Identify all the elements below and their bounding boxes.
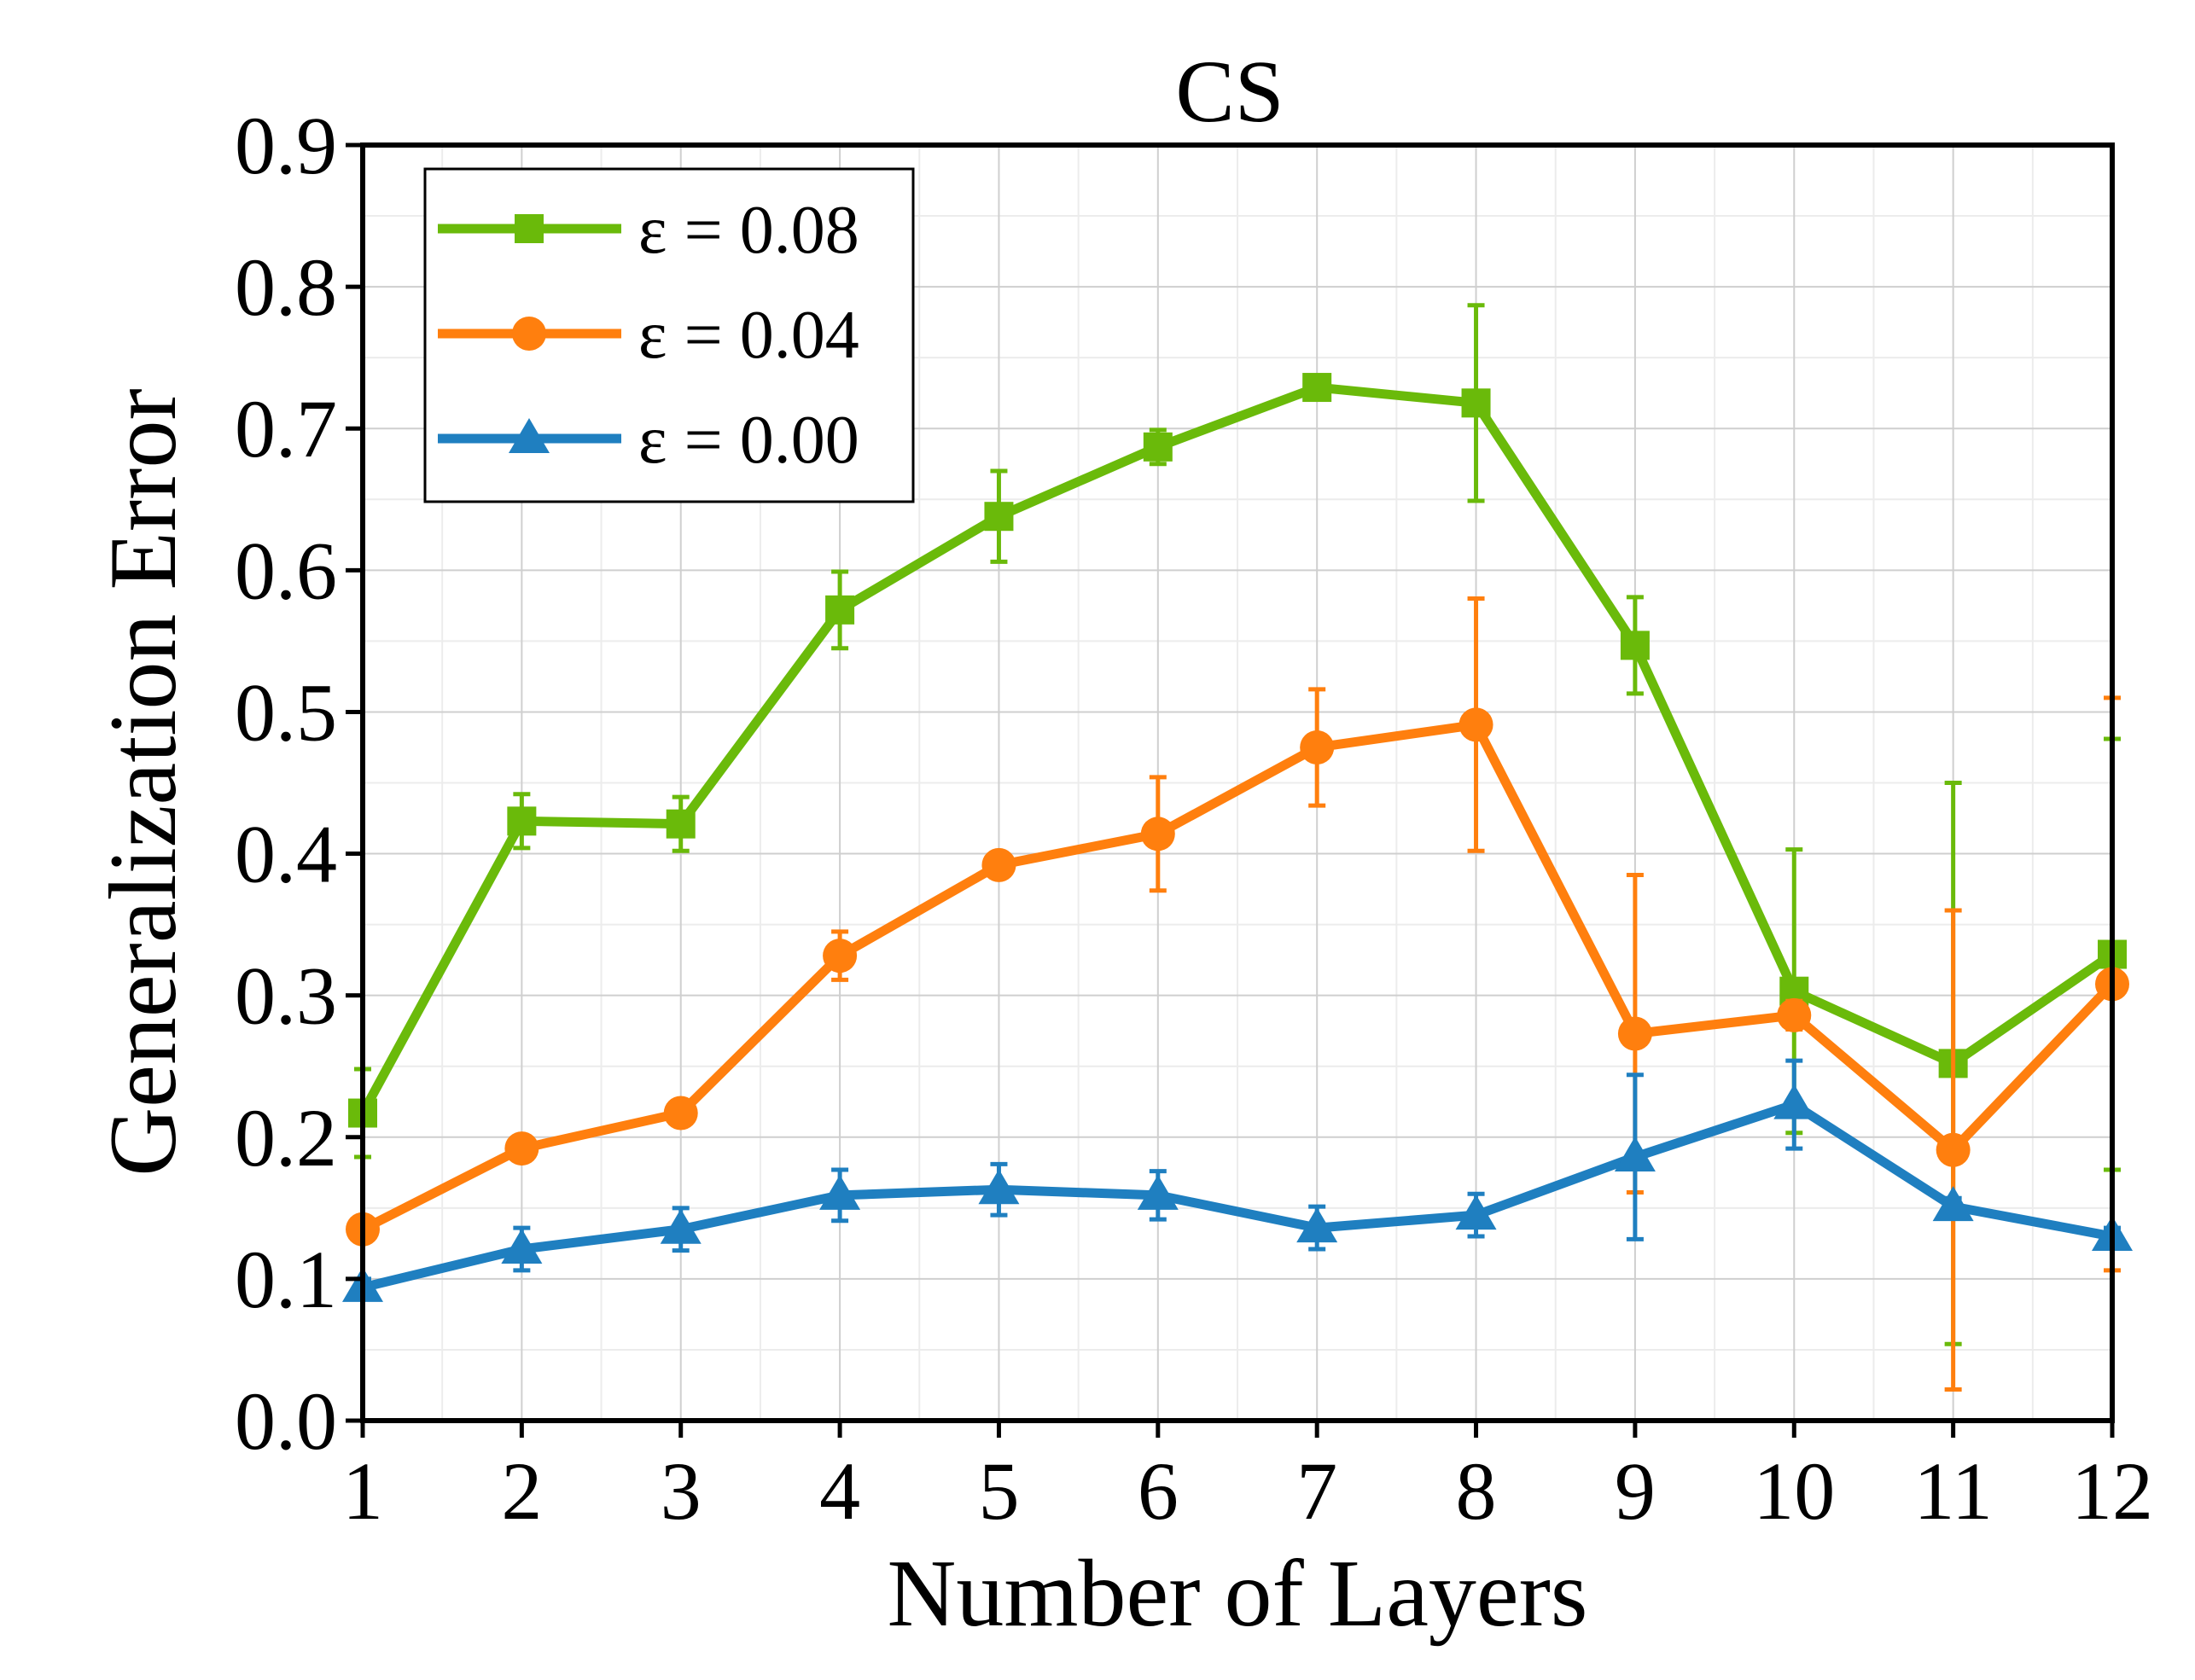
data-point bbox=[660, 1208, 702, 1244]
data-point bbox=[1458, 707, 1493, 742]
x-tick-label: 7 bbox=[1296, 1445, 1337, 1537]
y-tick-label: 0.5 bbox=[235, 666, 337, 758]
x-tick-label: 3 bbox=[661, 1445, 702, 1537]
data-point bbox=[1137, 1174, 1179, 1210]
x-tick-label: 9 bbox=[1615, 1445, 1656, 1537]
data-point bbox=[504, 1131, 539, 1166]
legend: ε = 0.08 ε = 0.04 ε = 0.00 bbox=[423, 167, 915, 503]
data-point bbox=[1932, 1186, 1974, 1222]
y-tick-label: 0.0 bbox=[235, 1375, 337, 1467]
x-tick-label: 6 bbox=[1138, 1445, 1179, 1537]
data-point bbox=[507, 806, 537, 836]
x-tick-label: 11 bbox=[1913, 1445, 1992, 1537]
data-point bbox=[1296, 1207, 1338, 1243]
y-tick-label: 0.9 bbox=[235, 100, 337, 191]
y-tick-label: 0.3 bbox=[235, 950, 337, 1042]
legend-label: ε = 0.04 bbox=[638, 298, 859, 373]
y-tick-label: 0.4 bbox=[235, 809, 337, 900]
y-tick-label: 0.6 bbox=[235, 525, 337, 616]
data-point bbox=[1617, 1016, 1652, 1051]
data-point bbox=[823, 939, 858, 974]
data-point bbox=[1143, 432, 1173, 462]
data-point bbox=[1461, 388, 1491, 418]
x-tick-label: 5 bbox=[978, 1445, 1019, 1537]
legend-label: ε = 0.00 bbox=[638, 403, 859, 478]
data-point bbox=[1302, 373, 1332, 403]
x-tick-label: 1 bbox=[342, 1445, 383, 1537]
series-line bbox=[360, 719, 2116, 1234]
y-tick-label: 0.8 bbox=[235, 241, 337, 333]
plot-frame bbox=[360, 142, 2115, 1423]
axis-ticks: 1 2 3 4 5 6 7 8 9 10 11 120.00.10.20.30.40.50.60.70… bbox=[235, 100, 2153, 1537]
y-tick-label: 0.1 bbox=[235, 1234, 337, 1325]
y-axis-label: Generalization Error bbox=[90, 388, 196, 1177]
data-point bbox=[501, 1229, 543, 1264]
data-point bbox=[819, 1174, 861, 1210]
y-tick-label: 0.2 bbox=[235, 1092, 337, 1183]
legend-marker bbox=[512, 317, 546, 351]
legend-marker bbox=[515, 214, 544, 243]
data-point bbox=[1777, 997, 1812, 1032]
x-tick-label: 2 bbox=[501, 1445, 542, 1537]
data-point bbox=[825, 595, 855, 625]
legend-marker bbox=[509, 418, 550, 453]
series-line bbox=[361, 1100, 2114, 1293]
x-tick-label: 10 bbox=[1753, 1445, 1835, 1537]
x-axis-label: Number of Layers bbox=[887, 1541, 1587, 1647]
data-point bbox=[1773, 1084, 1815, 1119]
data-point bbox=[984, 502, 1014, 532]
data-point bbox=[666, 809, 696, 839]
data-point bbox=[1614, 1136, 1656, 1172]
x-tick-label: 8 bbox=[1456, 1445, 1497, 1537]
x-tick-label: 4 bbox=[819, 1445, 860, 1537]
data-point bbox=[1300, 730, 1335, 764]
legend-label: ε = 0.08 bbox=[638, 193, 859, 268]
y-tick-label: 0.7 bbox=[235, 383, 337, 474]
data-point bbox=[981, 847, 1016, 882]
x-tick-label: 12 bbox=[2071, 1445, 2153, 1537]
data-point bbox=[663, 1096, 698, 1131]
series-line bbox=[358, 382, 2116, 1116]
data-point bbox=[1455, 1195, 1497, 1230]
data-point bbox=[1620, 631, 1650, 660]
data-point bbox=[978, 1169, 1020, 1205]
data-point bbox=[1140, 817, 1175, 852]
series-triangle bbox=[342, 1058, 2133, 1302]
chart-title: CS bbox=[1175, 43, 1284, 141]
data-point bbox=[1936, 1132, 1971, 1167]
